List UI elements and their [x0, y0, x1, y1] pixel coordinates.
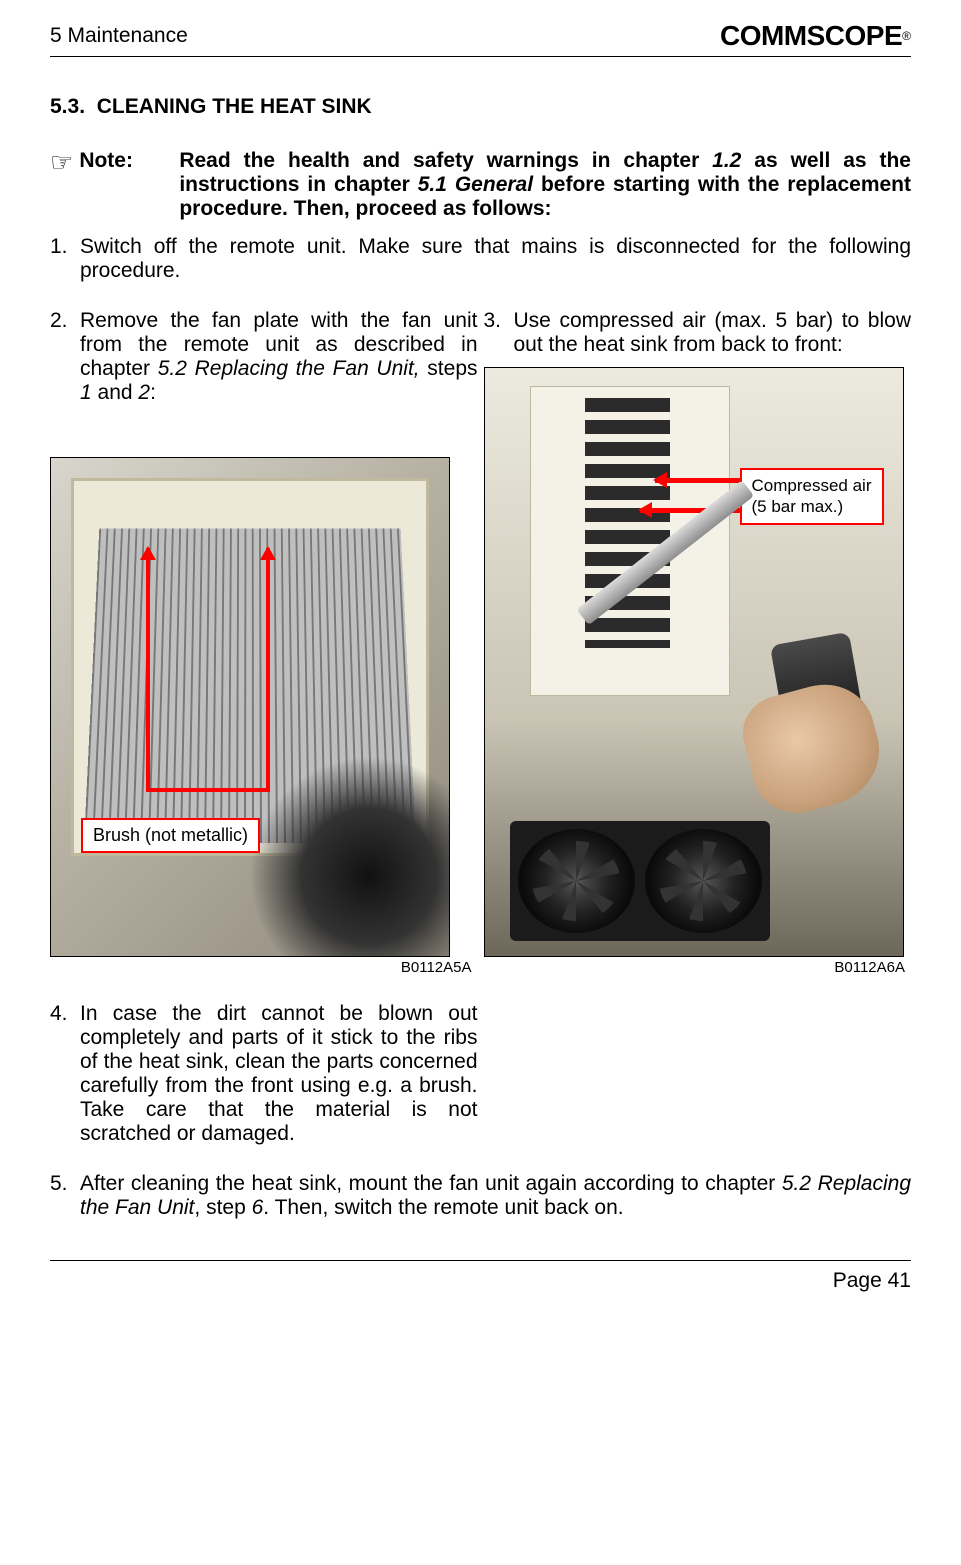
left-column: 2. Remove the fan plate with the fan uni… [50, 309, 478, 976]
step-1: 1. Switch off the remote unit. Make sure… [50, 235, 911, 283]
figure-1-id: B0112A5A [50, 957, 478, 976]
step-3: 3. Use compressed air (max. 5 bar) to bl… [484, 309, 912, 357]
section-title-text: CLEANING THE HEAT SINK [97, 95, 372, 118]
note-block: ☞ Note: Read the health and safety warni… [50, 149, 911, 221]
brand-logo: COMMSCOPE® [720, 20, 911, 52]
page-header: 5 Maintenance COMMSCOPE® [50, 20, 911, 57]
step-2-ref: 5.2 Replacing the Fan Unit, [158, 357, 420, 380]
note-ref-2: 5.1 General [418, 173, 533, 196]
note-label: Note: [79, 149, 179, 173]
note-text: Read the health and safety warnings in c… [179, 149, 911, 221]
brand-text: COMMSCOPE [720, 20, 902, 52]
step-5-pre: After cleaning the heat sink, mount the … [80, 1172, 782, 1195]
step-3-number: 3. [484, 309, 514, 357]
step-5-number: 5. [50, 1172, 80, 1220]
step-5-text: After cleaning the heat sink, mount the … [80, 1172, 911, 1220]
fan-tray [510, 821, 770, 941]
step-4-text: In case the dirt cannot be blown out com… [80, 1002, 478, 1146]
figure-2-label-line1: Compressed air [752, 476, 872, 495]
step-2: 2. Remove the fan plate with the fan uni… [50, 309, 478, 405]
right-column-2-empty [484, 1002, 912, 1146]
step-5-mid: , step [194, 1196, 251, 1219]
section-number: 5.3. [50, 95, 85, 118]
figure-2-id: B0112A6A [484, 957, 912, 976]
step-5-em: 6 [252, 1196, 264, 1219]
step-1-text: Switch off the remote unit. Make sure th… [80, 235, 911, 283]
step-2-post-a: steps [420, 357, 478, 380]
chapter-label: 5 Maintenance [50, 24, 188, 48]
figure-2-image: Compressed air (5 bar max.) [484, 367, 904, 957]
two-column-row: 2. Remove the fan plate with the fan uni… [50, 309, 911, 976]
fan-icon [518, 829, 635, 933]
step-2-text: Remove the fan plate with the fan unit f… [80, 309, 478, 405]
figure-1-label: Brush (not metallic) [81, 818, 260, 853]
step-4-number: 4. [50, 1002, 80, 1146]
step-2-em2: 2 [138, 381, 150, 404]
right-column: 3. Use compressed air (max. 5 bar) to bl… [484, 309, 912, 976]
note-text-pre: Read the health and safety warnings in c… [179, 149, 712, 172]
page-number: Page 41 [833, 1269, 911, 1292]
arrow-base-line [146, 788, 270, 792]
step-5-post: . Then, switch the remote unit back on. [263, 1196, 623, 1219]
figure-1-image: Brush (not metallic) [50, 457, 450, 957]
figure-2-label-line2: (5 bar max.) [752, 497, 844, 516]
registered-mark: ® [902, 29, 911, 43]
arrow-left-icon [655, 478, 750, 483]
page-footer: Page 41 [50, 1260, 911, 1293]
figure-2: Compressed air (5 bar max.) B0112A6A [484, 367, 912, 976]
fan-icon [645, 829, 762, 933]
left-column-2: 4. In case the dirt cannot be blown out … [50, 1002, 478, 1146]
step-2-post-b: and [92, 381, 139, 404]
step-2-post-c: : [150, 381, 156, 404]
hand-shape [734, 673, 891, 823]
step-4: 4. In case the dirt cannot be blown out … [50, 1002, 478, 1146]
two-column-row-2: 4. In case the dirt cannot be blown out … [50, 1002, 911, 1146]
section-heading: 5.3. CLEANING THE HEAT SINK [50, 95, 911, 119]
step-2-number: 2. [50, 309, 80, 405]
figure-2-label: Compressed air (5 bar max.) [740, 468, 884, 525]
pointing-hand-icon: ☞ [50, 149, 73, 175]
figure-1: Brush (not metallic) B0112A5A [50, 457, 478, 976]
step-2-em1: 1 [80, 381, 92, 404]
step-5: 5. After cleaning the heat sink, mount t… [50, 1172, 911, 1220]
arrow-up-icon [266, 548, 270, 788]
step-3-text: Use compressed air (max. 5 bar) to blow … [514, 309, 912, 357]
air-gun-shape [708, 598, 888, 798]
fan-dark-corner [249, 756, 449, 956]
note-ref-1: 1.2 [712, 149, 741, 172]
arrow-up-icon [146, 548, 150, 788]
step-1-number: 1. [50, 235, 80, 283]
